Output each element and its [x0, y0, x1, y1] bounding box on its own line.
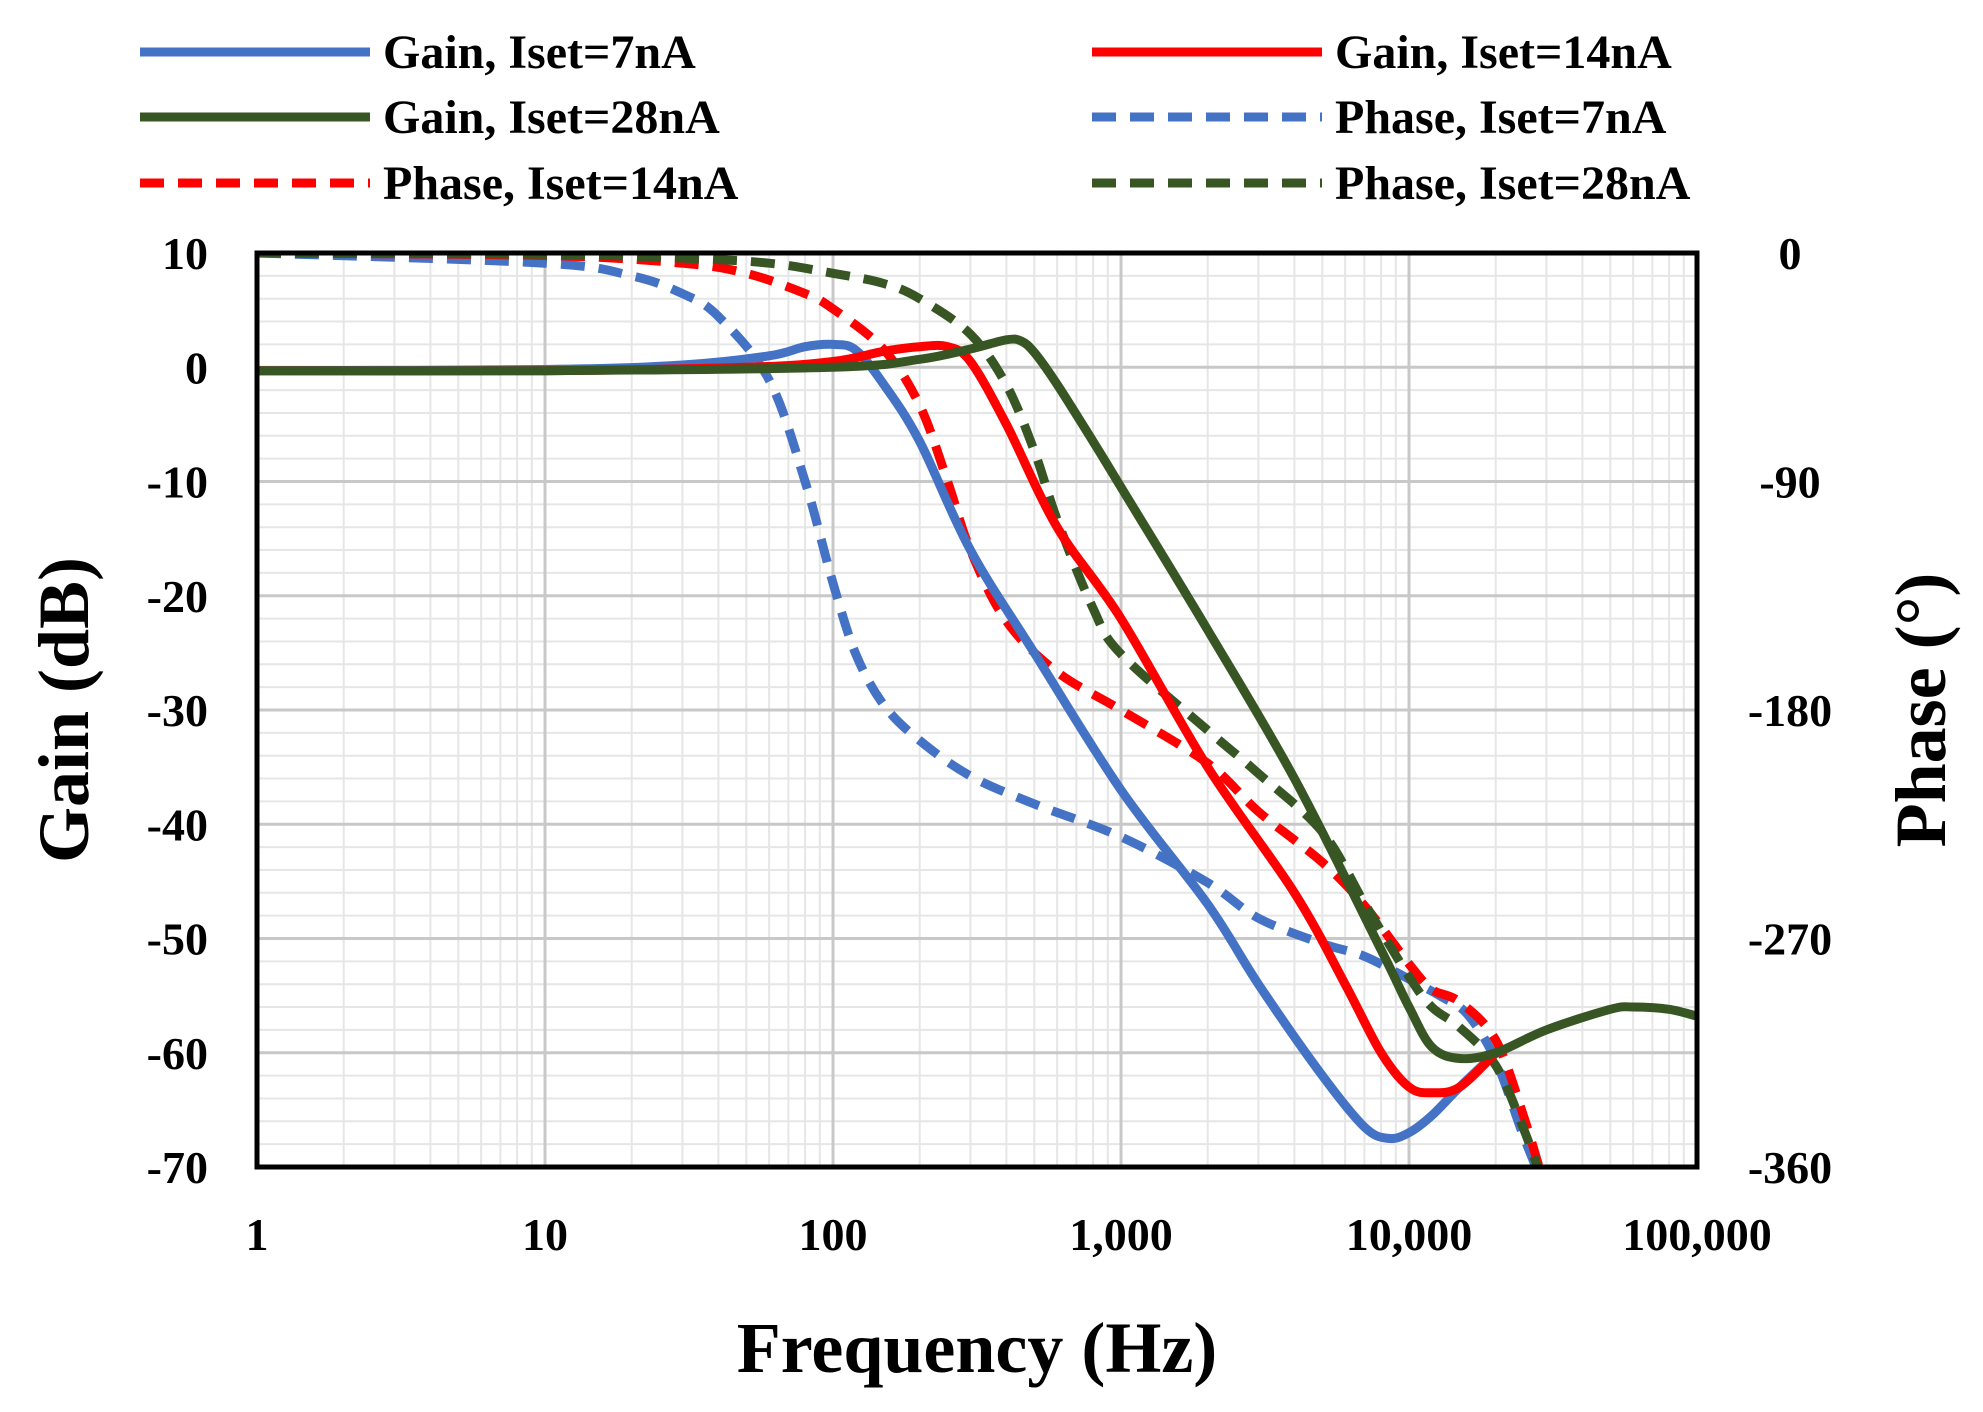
x-tick-label: 100,000	[1622, 1209, 1772, 1260]
y-tick-label: -50	[147, 914, 208, 965]
y2-tick-label: -360	[1748, 1142, 1832, 1193]
x-tick-label: 100	[799, 1209, 868, 1260]
series-gain-iset-14na	[257, 340, 1499, 1098]
series-layer	[257, 253, 1697, 1167]
legend-label-phase-iset-7na: Phase, Iset=7nA	[1335, 91, 1667, 144]
series-phase-iset-28na	[257, 253, 1543, 1167]
y2-tick-label: -180	[1748, 685, 1832, 736]
x-axis-title: Frequency (Hz)	[737, 1308, 1218, 1388]
x-tick-label: 10	[522, 1209, 568, 1260]
series-gain-iset-28na	[257, 334, 1697, 1064]
y-tick-label: -30	[147, 685, 208, 736]
series-gain-iset-7na	[257, 339, 1499, 1144]
tick-labels: 1 10 100 1,000 10,000 100,000100-10-20-30-40-…	[147, 228, 1832, 1260]
x-tick-label: 10,000	[1346, 1209, 1473, 1260]
legend-label-phase-iset-28na: Phase, Iset=28nA	[1335, 157, 1691, 210]
y-tick-label: -10	[147, 457, 208, 508]
y2-axis-title: Phase (°)	[1881, 573, 1961, 848]
y-tick-label: 0	[185, 342, 208, 393]
y-tick-label: -60	[147, 1028, 208, 1079]
y2-tick-label: 0	[1779, 228, 1802, 279]
y-tick-label: 10	[162, 228, 208, 279]
legend-label-gain-iset-7na: Gain, Iset=7nA	[383, 26, 696, 79]
legend-label-gain-iset-14na: Gain, Iset=14nA	[1335, 26, 1672, 79]
plot-area-frame	[254, 250, 1700, 1170]
x-tick-label: 1,000	[1069, 1209, 1173, 1260]
legend-label-phase-iset-14na: Phase, Iset=14nA	[383, 157, 739, 210]
y-tick-label: -70	[147, 1142, 208, 1193]
y-tick-label: -20	[147, 571, 208, 622]
y2-tick-label: -90	[1759, 457, 1820, 508]
legend: Gain, Iset=7nA Gain, Iset=14nA Gain, Iset=…	[140, 26, 1691, 210]
y-tick-label: -40	[147, 799, 208, 850]
y-axis-title: Gain (dB)	[24, 557, 104, 863]
legend-label-gain-iset-28na: Gain, Iset=28nA	[383, 91, 720, 144]
y2-tick-label: -270	[1748, 914, 1832, 965]
x-tick-label: 1	[246, 1209, 269, 1260]
